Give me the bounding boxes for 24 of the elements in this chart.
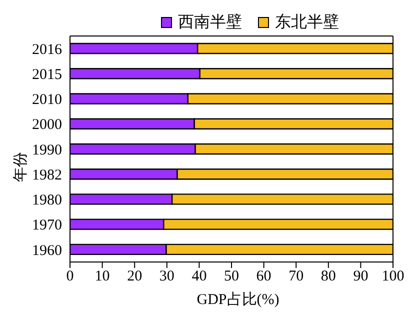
x-tick-label: 30 (159, 268, 174, 285)
legend-label: 西南半壁 (178, 12, 242, 33)
y-tick-label: 1960 (32, 242, 62, 259)
x-tick-label: 50 (224, 268, 239, 285)
y-tick-label: 2015 (32, 66, 62, 83)
x-tick-label: 10 (94, 268, 110, 285)
y-tick-label: 2016 (32, 42, 62, 58)
x-tick-label: 0 (66, 268, 74, 285)
y-tick-label: 1990 (32, 142, 62, 158)
y-tick-label: 1970 (32, 218, 62, 234)
y-axis-title: 年份 (12, 151, 30, 184)
x-tick-label: 40 (192, 268, 207, 285)
x-tick-label: 90 (353, 268, 368, 285)
y-tick-label: 1980 (32, 192, 62, 209)
x-axis-title: GDP占比(%) (196, 290, 280, 310)
x-tick-label: 80 (320, 268, 336, 285)
x-tick-label: 60 (256, 268, 272, 285)
legend-label: 东北半壁 (275, 12, 339, 33)
x-tick-label: 20 (127, 268, 142, 285)
x-tick-label: 100 (382, 268, 404, 285)
y-tick-label: 1982 (32, 167, 62, 184)
y-tick-label: 2000 (32, 117, 62, 134)
y-tick-label: 2010 (32, 92, 62, 108)
x-tick-label: 70 (288, 268, 304, 285)
